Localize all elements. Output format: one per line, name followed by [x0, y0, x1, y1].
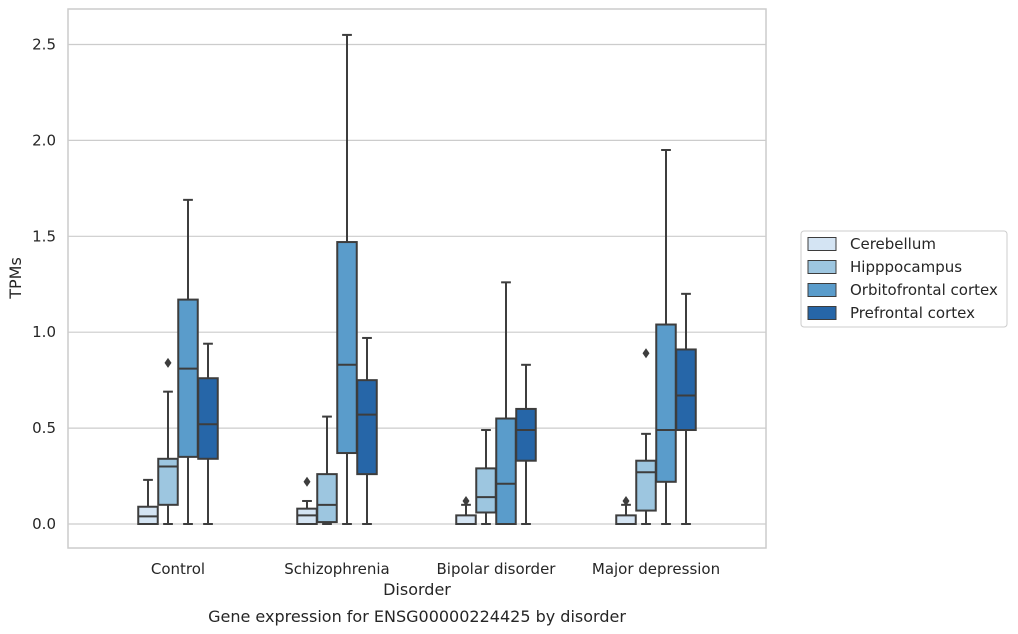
box-iqr: [475, 467, 497, 514]
box-iqr: [675, 348, 697, 432]
legend-swatch: [807, 306, 837, 320]
legend-swatch: [807, 283, 837, 297]
boxes: [137, 33, 697, 526]
chart-caption: Gene expression for ENSG00000224425 by d…: [208, 607, 626, 626]
y-tick-label: 1.0: [32, 323, 56, 341]
box-iqr: [635, 459, 657, 512]
legend-swatch: [807, 260, 837, 274]
box-hipppocampus-1: [316, 415, 338, 525]
box-prefrontal-cortex-1: [356, 336, 378, 525]
box-orbitofrontal-cortex-0: [177, 198, 199, 525]
box-cerebellum-1: [296, 476, 318, 526]
legend-swatch: [807, 237, 837, 251]
x-tick-label: Bipolar disorder: [437, 560, 557, 578]
legend-label: Cerebellum: [850, 235, 936, 253]
y-axis-title: TPMs: [6, 257, 25, 300]
box-iqr: [495, 417, 517, 526]
box-iqr: [177, 298, 199, 458]
box-iqr: [356, 379, 378, 476]
box-orbitofrontal-cortex-3: [655, 148, 677, 525]
box-iqr: [336, 241, 358, 455]
outlier-point: [622, 495, 630, 506]
box-cerebellum-0: [137, 478, 159, 526]
y-tick-label: 2.5: [32, 36, 56, 54]
box-iqr: [197, 377, 219, 460]
box-cerebellum-3: [615, 495, 637, 526]
box-iqr: [655, 323, 677, 483]
box-iqr: [455, 514, 477, 526]
legend: Cerebellum Hipppocampus Orbitofrontal cort…: [800, 230, 1008, 328]
outlier-point: [164, 357, 172, 368]
y-tick-label: 2.0: [32, 131, 56, 149]
x-tick-labels: Control Schizophrenia Bipolar disorder Majo…: [151, 560, 720, 578]
box-hipppocampus-0: [157, 357, 179, 525]
box-cerebellum-2: [455, 495, 477, 526]
outlier-point: [642, 348, 650, 359]
box-iqr: [316, 473, 338, 524]
plot-area-frame: [67, 8, 767, 549]
legend-label: Prefrontal cortex: [850, 304, 975, 322]
box-hipppocampus-3: [635, 348, 657, 525]
legend-frame: [800, 230, 1008, 328]
x-tick-label: Major depression: [592, 560, 720, 578]
y-tick-label: 1.5: [32, 227, 56, 245]
legend-label: Orbitofrontal cortex: [850, 281, 998, 299]
box-iqr: [157, 457, 179, 506]
box-orbitofrontal-cortex-1: [336, 33, 358, 525]
box-iqr: [515, 407, 537, 462]
box-iqr: [615, 514, 637, 526]
y-tick-label: 0.5: [32, 419, 56, 437]
box-prefrontal-cortex-0: [197, 342, 219, 525]
x-tick-label: Control: [151, 560, 205, 578]
y-tick-label: 0.0: [32, 515, 56, 533]
box-orbitofrontal-cortex-2: [495, 281, 517, 526]
x-tick-label: Schizophrenia: [284, 560, 389, 578]
legend-label: Hipppocampus: [850, 258, 962, 276]
y-tick-labels: 0.0 0.5 1.0 1.5 2.0 2.5: [32, 36, 56, 534]
box-prefrontal-cortex-3: [675, 292, 697, 525]
outlier-point: [303, 476, 311, 487]
box-hipppocampus-2: [475, 429, 497, 525]
box-prefrontal-cortex-2: [515, 363, 537, 525]
outlier-point: [462, 495, 470, 506]
x-axis-title: Disorder: [383, 580, 451, 599]
